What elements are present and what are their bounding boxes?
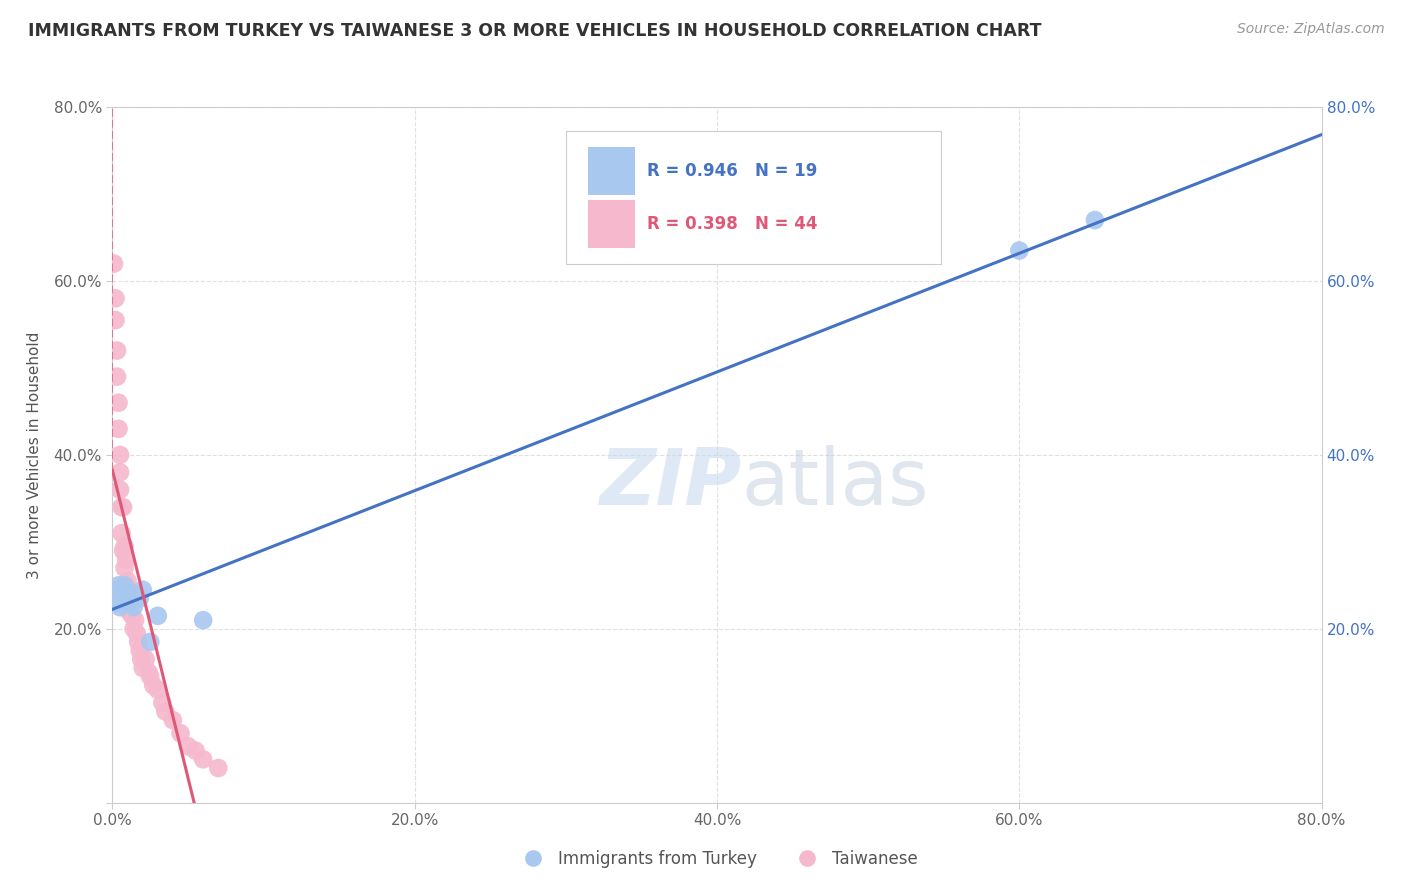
Point bbox=[1008, 244, 1031, 258]
Point bbox=[125, 587, 148, 601]
Point bbox=[146, 682, 169, 697]
Point bbox=[105, 596, 128, 610]
Point bbox=[207, 761, 229, 775]
Point bbox=[184, 744, 207, 758]
Point bbox=[117, 587, 139, 601]
Text: ZIP: ZIP bbox=[599, 445, 741, 521]
Point bbox=[115, 582, 138, 597]
Text: R = 0.946   N = 19: R = 0.946 N = 19 bbox=[647, 162, 817, 180]
FancyBboxPatch shape bbox=[588, 200, 636, 248]
Point bbox=[162, 713, 184, 727]
Point bbox=[104, 582, 127, 597]
Y-axis label: 3 or more Vehicles in Household: 3 or more Vehicles in Household bbox=[28, 331, 42, 579]
Point bbox=[139, 670, 162, 684]
Point bbox=[107, 422, 129, 436]
Point bbox=[110, 500, 132, 514]
Point bbox=[112, 500, 135, 514]
Point bbox=[112, 591, 135, 606]
Point bbox=[114, 561, 136, 575]
Point bbox=[110, 526, 132, 541]
Point bbox=[120, 596, 142, 610]
Point bbox=[132, 661, 155, 675]
Point bbox=[150, 696, 173, 710]
Legend: Immigrants from Turkey, Taiwanese: Immigrants from Turkey, Taiwanese bbox=[510, 843, 924, 874]
FancyBboxPatch shape bbox=[565, 131, 941, 263]
Point bbox=[121, 608, 143, 623]
Point bbox=[155, 705, 177, 719]
Point bbox=[108, 448, 131, 462]
Point bbox=[115, 578, 138, 592]
Point bbox=[103, 256, 125, 270]
Point bbox=[104, 313, 127, 327]
Point bbox=[108, 483, 131, 497]
Point bbox=[1084, 213, 1107, 227]
Point bbox=[108, 466, 131, 480]
Point bbox=[128, 643, 150, 657]
Point bbox=[142, 678, 165, 692]
Point bbox=[107, 578, 129, 592]
Point bbox=[146, 608, 169, 623]
Point bbox=[128, 591, 150, 606]
Text: atlas: atlas bbox=[741, 445, 929, 521]
Point bbox=[110, 587, 132, 601]
Point bbox=[114, 539, 136, 553]
Point bbox=[104, 291, 127, 305]
Text: R = 0.398   N = 44: R = 0.398 N = 44 bbox=[647, 215, 817, 233]
Point bbox=[107, 396, 129, 410]
Point bbox=[139, 635, 162, 649]
Text: Source: ZipAtlas.com: Source: ZipAtlas.com bbox=[1237, 22, 1385, 37]
Point bbox=[118, 605, 141, 619]
Point bbox=[114, 578, 136, 592]
Point bbox=[129, 652, 152, 666]
Point bbox=[135, 652, 157, 666]
Point bbox=[117, 574, 139, 588]
Point bbox=[120, 596, 142, 610]
FancyBboxPatch shape bbox=[588, 147, 636, 195]
Point bbox=[105, 369, 128, 384]
Point bbox=[118, 582, 141, 597]
Point bbox=[191, 752, 214, 766]
Point bbox=[177, 739, 200, 754]
Point bbox=[115, 552, 138, 566]
Point bbox=[117, 591, 139, 606]
Point bbox=[122, 622, 145, 636]
Point bbox=[112, 543, 135, 558]
Point bbox=[108, 600, 131, 615]
Point bbox=[169, 726, 191, 740]
Point bbox=[105, 343, 128, 358]
Point bbox=[122, 600, 145, 615]
Point bbox=[127, 635, 149, 649]
Point bbox=[191, 613, 214, 627]
Point bbox=[125, 626, 148, 640]
Point bbox=[124, 613, 146, 627]
Point bbox=[138, 665, 160, 680]
Point bbox=[132, 582, 155, 597]
Text: IMMIGRANTS FROM TURKEY VS TAIWANESE 3 OR MORE VEHICLES IN HOUSEHOLD CORRELATION : IMMIGRANTS FROM TURKEY VS TAIWANESE 3 OR… bbox=[28, 22, 1042, 40]
